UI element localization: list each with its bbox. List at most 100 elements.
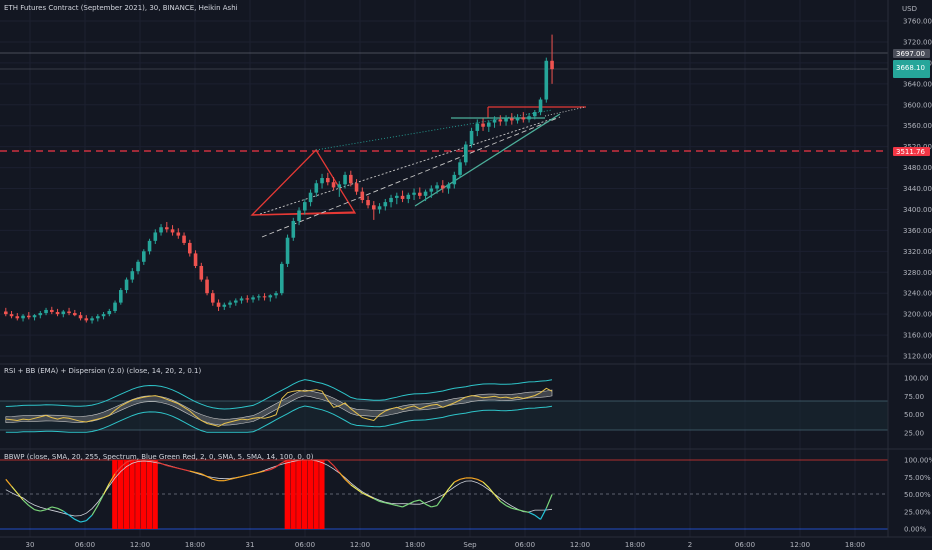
bbwp-segment [338, 472, 346, 480]
bbwp-extreme-bar [284, 460, 291, 529]
price-tick-label: 3720.00 [903, 38, 932, 46]
bbwp-segment [183, 469, 190, 472]
bbwp-segment [149, 459, 156, 462]
time-label: 2 [688, 541, 692, 549]
candle-body [498, 119, 503, 122]
time-labels: 30 06:00 12:00 18:00 31 06:00 12:00 18:00 Sep 06:… [26, 541, 866, 549]
currency-label: USD [902, 5, 917, 13]
candle-body [349, 174, 353, 184]
bbwp-extreme-bar [301, 460, 308, 529]
candle-body [297, 210, 301, 221]
bbwp-segment [160, 462, 168, 467]
bbwp-segment [367, 495, 375, 500]
candle-body [32, 315, 37, 318]
candle-body [320, 178, 324, 184]
time-axis[interactable]: 30 06:00 12:00 18:00 31 06:00 12:00 18:00 Sep 06:… [0, 536, 932, 549]
candle-body [469, 130, 474, 145]
time-label: Sep [463, 541, 477, 549]
bbwp-segment [91, 505, 99, 516]
candle-body [285, 237, 290, 264]
pattern-drawings[interactable] [0, 52, 888, 238]
candle-body [205, 279, 209, 294]
bbwp-legend[interactable]: BBWP (close, SMA, 20, 255, Spectrum, Blu… [4, 453, 314, 461]
candle-body [130, 271, 135, 280]
candle-body [113, 302, 117, 311]
triangle-base-line [251, 211, 356, 216]
bbwp-ticks: 100.00% 75.00% 50.00% 25.00% 0.00% [904, 457, 932, 534]
candle-body [435, 185, 439, 189]
candle-body [21, 315, 25, 319]
rsi-legend[interactable]: RSI + BB (EMA) + Dispersion (2.0) (close… [4, 367, 201, 375]
bbwp-tick-label: 50.00% [904, 491, 931, 499]
price-tick-label: 3760.00 [903, 18, 932, 26]
candle-body [360, 191, 365, 201]
candle-body [84, 318, 89, 321]
candle-body [170, 229, 175, 233]
bbwp-segment [28, 505, 35, 511]
chart-title[interactable]: ETH Futures Contract (September 2021), 3… [4, 4, 238, 12]
time-label: 18:00 [625, 541, 645, 549]
candle-body [337, 184, 342, 188]
price-tick-label: 3240.00 [903, 290, 932, 298]
candle-body [510, 118, 514, 121]
candlestick-series[interactable] [4, 34, 554, 324]
bbwp-segment [247, 473, 254, 476]
bbwp-tick-label: 0.00% [904, 526, 927, 534]
bbwp-segment [126, 459, 133, 463]
candle-body [27, 315, 31, 318]
bbwp-segment [281, 459, 288, 464]
price-axis[interactable]: USD 3760.003720.003680.003640.003600.003… [887, 0, 932, 537]
candle-body [228, 302, 232, 305]
current-price-tag: 3668.10 [896, 64, 925, 72]
candle-body [354, 183, 359, 192]
price-tick-label: 3120.00 [903, 353, 932, 361]
bbwp-segment [459, 477, 466, 480]
bbwp-segment [5, 478, 13, 487]
candle-body [4, 311, 8, 315]
candle-body [90, 318, 94, 321]
candle-body [527, 116, 531, 120]
candle-body [73, 313, 77, 316]
bbwp-segment [206, 476, 214, 480]
candle-body [481, 123, 485, 127]
level-tag-line: 3511.76 [896, 148, 925, 156]
candle-body [291, 220, 296, 238]
candle-body [280, 263, 284, 294]
bbwp-segment [390, 503, 397, 507]
candle-body [44, 309, 48, 314]
bbwp-segment [172, 466, 179, 469]
bbwp-segment [120, 461, 127, 468]
bbwp-tick-label: 75.00% [904, 474, 931, 482]
bbwp-extreme-bar [313, 460, 319, 529]
bbwp-pane[interactable]: BBWP (close, SMA, 20, 255, Spectrum, Blu… [0, 448, 932, 530]
candle-body [142, 251, 146, 262]
bbwp-segment [523, 510, 530, 514]
bbwp-segment [356, 488, 363, 494]
ascending-support-line[interactable] [414, 113, 561, 207]
bbwp-segment [62, 510, 70, 516]
candle-body [67, 311, 71, 314]
bbwp-segment [545, 494, 553, 509]
bbwp-segment [114, 466, 122, 475]
candle-body [101, 314, 106, 317]
bbwp-segment [22, 499, 30, 506]
bbwp-extreme-bar [307, 460, 314, 529]
rsi-bollinger-lower [5, 405, 553, 433]
candle-body [423, 191, 428, 196]
time-label: 18:00 [405, 541, 425, 549]
candle-body [326, 178, 330, 183]
candle-body [308, 192, 313, 203]
candle-body [504, 118, 508, 122]
rsi-pane[interactable]: RSI + BB (EMA) + Dispersion (2.0) (close… [0, 363, 932, 433]
candle-body [251, 297, 255, 300]
candle-body [245, 298, 250, 300]
bbwp-segment [178, 467, 185, 471]
bbwp-segment [488, 487, 496, 495]
bbwp-tick-label: 25.00% [904, 508, 931, 516]
bbwp-segment [275, 462, 283, 468]
time-label: 31 [246, 541, 255, 549]
bbwp-extreme-bar [319, 460, 325, 529]
price-tick-label: 3440.00 [903, 185, 932, 193]
rsi-ticks: 100.00 75.00 50.00 25.00 [904, 375, 929, 438]
